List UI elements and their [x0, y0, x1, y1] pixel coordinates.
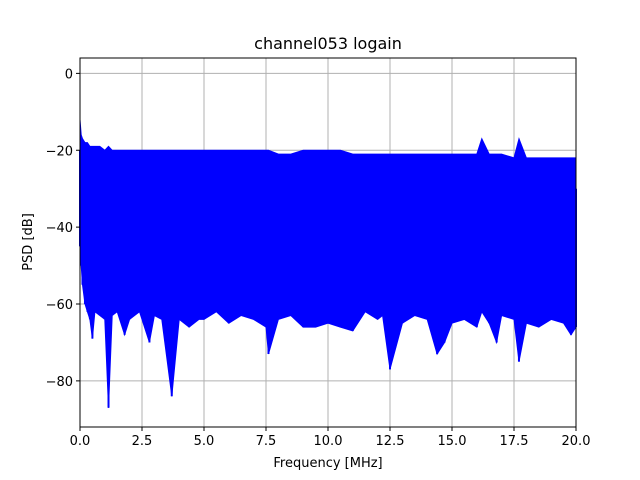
x-tick-label: 10.0 — [314, 434, 343, 449]
x-axis-ticks: 0.0 2.5 5.0 7.5 10.0 12.5 15.0 17.5 20.0 — [70, 427, 591, 449]
x-tick-label: 12.5 — [376, 434, 405, 449]
x-tick-label: 7.5 — [256, 434, 277, 449]
y-tick-label: −20 — [46, 144, 73, 159]
x-tick-label: 20.0 — [562, 434, 591, 449]
x-tick-label: 17.5 — [500, 434, 529, 449]
x-tick-label: 0.0 — [70, 434, 91, 449]
y-axis-label: PSD [dB] — [21, 213, 36, 271]
x-tick-label: 15.0 — [438, 434, 467, 449]
y-axis-ticks: 0 −20 −40 −60 −80 — [46, 67, 80, 390]
x-tick-label: 5.0 — [194, 434, 215, 449]
y-tick-label: −40 — [46, 221, 73, 236]
y-tick-label: −60 — [46, 298, 73, 313]
x-tick-label: 2.5 — [132, 434, 153, 449]
y-tick-label: 0 — [65, 67, 73, 82]
chart-title: channel053 logain — [254, 34, 402, 53]
psd-series — [79, 119, 577, 408]
y-tick-label: −80 — [46, 375, 73, 390]
x-axis-label: Frequency [MHz] — [273, 456, 382, 471]
